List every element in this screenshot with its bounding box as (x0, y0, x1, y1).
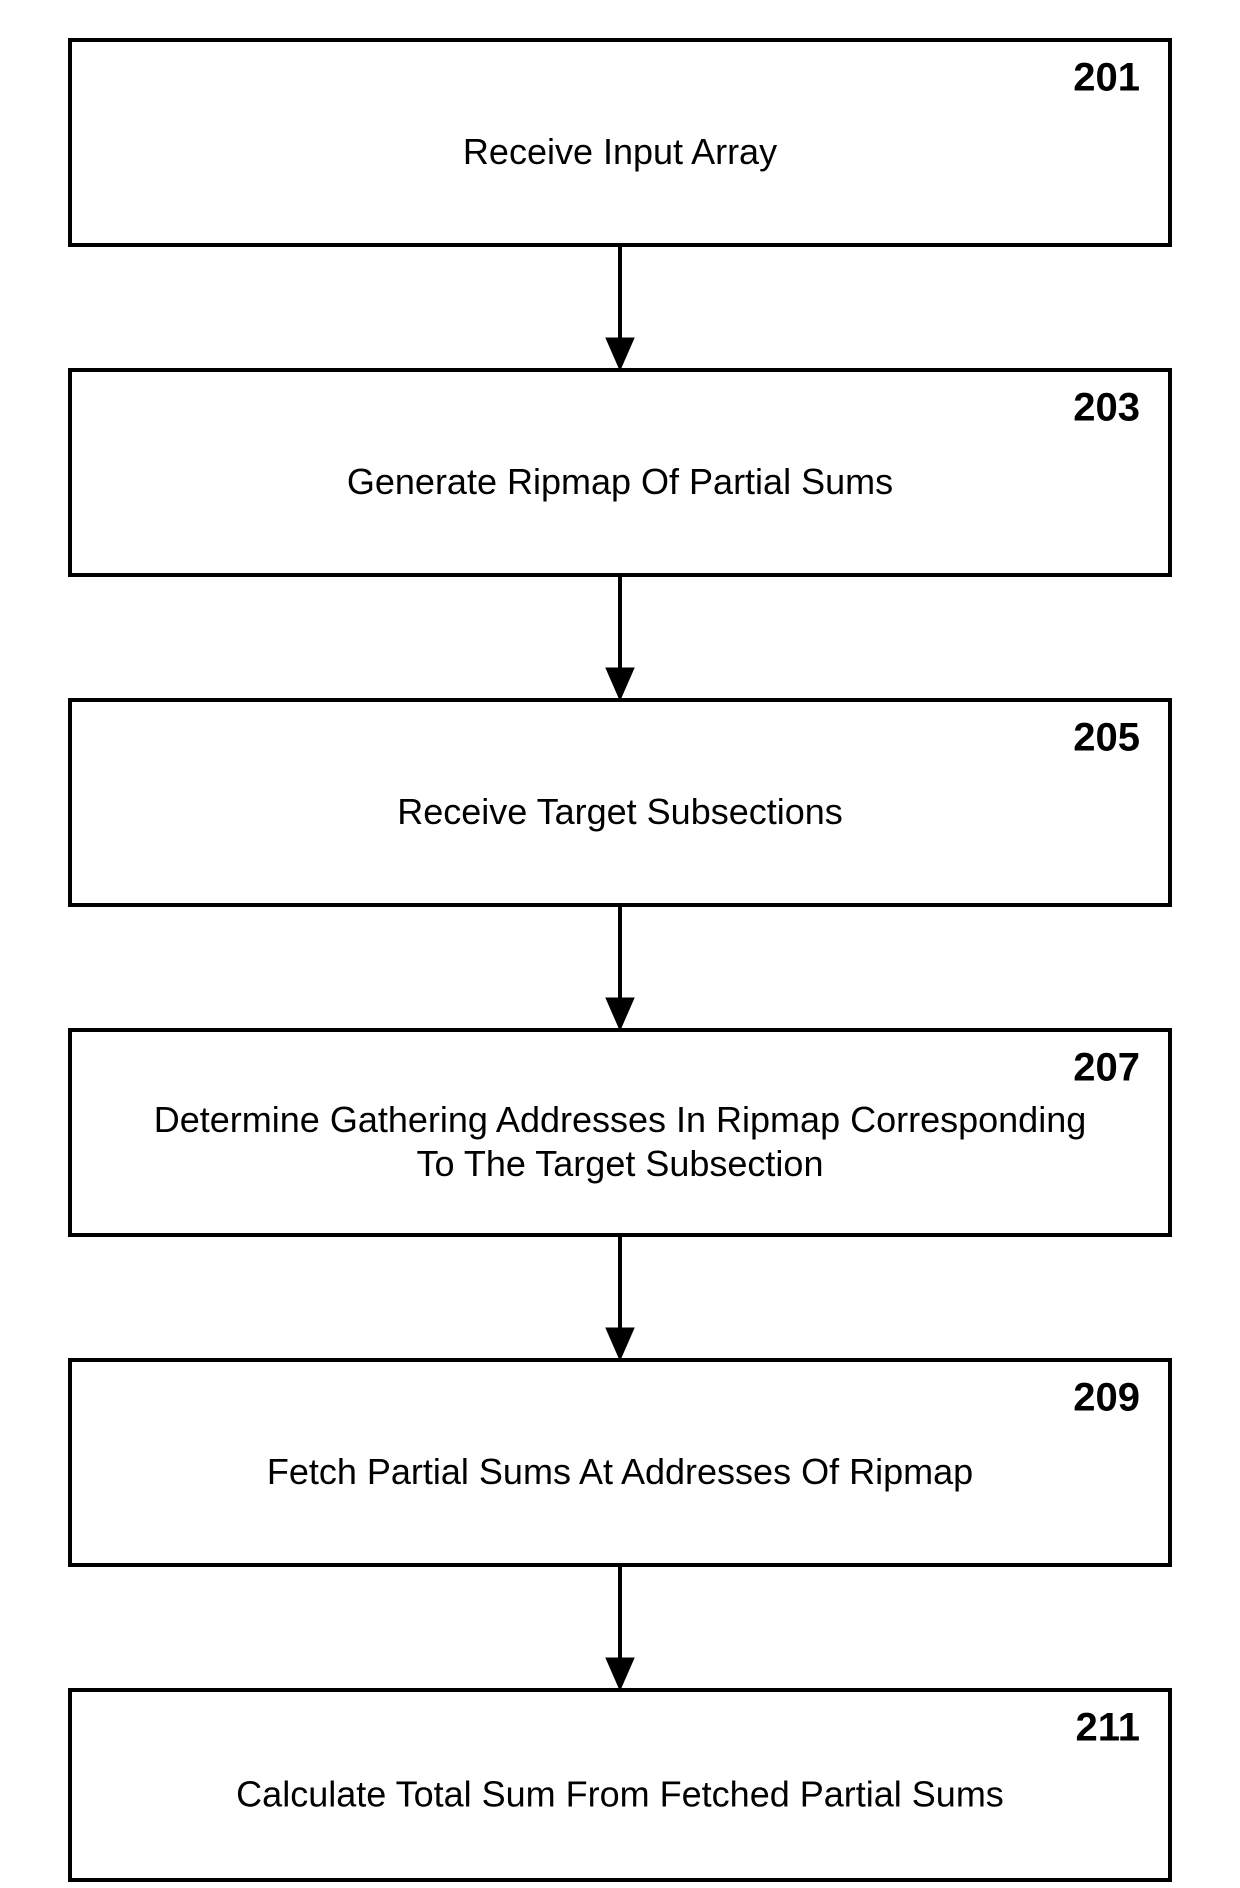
flow-box-label: Fetch Partial Sums At Addresses Of Ripma… (267, 1451, 973, 1492)
flow-box-label: Determine Gathering Addresses In Ripmap … (154, 1099, 1086, 1140)
arrow-head-icon (606, 1328, 634, 1360)
flow-step-211: 211 Calculate Total Sum From Fetched Part… (70, 1690, 1170, 1880)
flow-arrow (606, 575, 634, 700)
flow-box-label: Receive Target Subsections (397, 791, 843, 832)
flow-box-label: Calculate Total Sum From Fetched Partial… (236, 1774, 1004, 1815)
flow-box-number: 209 (1073, 1376, 1140, 1420)
flow-box-number: 205 (1073, 716, 1140, 760)
flow-arrow (606, 1235, 634, 1360)
flow-box-number: 203 (1073, 386, 1140, 430)
flow-arrow (606, 905, 634, 1030)
arrow-head-icon (606, 668, 634, 700)
flow-step-205: 205 Receive Target Subsections (70, 700, 1170, 905)
flow-arrow (606, 1565, 634, 1690)
flow-box-label: Receive Input Array (463, 131, 777, 172)
flow-step-201: 201 Receive Input Array (70, 40, 1170, 245)
arrow-head-icon (606, 338, 634, 370)
flow-box-label: Generate Ripmap Of Partial Sums (347, 461, 893, 502)
flow-box-number: 207 (1073, 1046, 1140, 1090)
flowchart: 201 Receive Input Array 203 Generate Ripmap… (0, 0, 1240, 1888)
flow-step-209: 209 Fetch Partial Sums At Addresses Of Ri… (70, 1360, 1170, 1565)
flow-step-203: 203 Generate Ripmap Of Partial Sums (70, 370, 1170, 575)
flow-box-number: 201 (1073, 56, 1140, 100)
flow-box-label: To The Target Subsection (417, 1143, 824, 1184)
arrow-head-icon (606, 998, 634, 1030)
flow-arrow (606, 245, 634, 370)
flow-step-207: 207 Determine Gathering Addresses In Ripm… (70, 1030, 1170, 1235)
arrow-head-icon (606, 1658, 634, 1690)
flow-box-number: 211 (1075, 1706, 1140, 1750)
